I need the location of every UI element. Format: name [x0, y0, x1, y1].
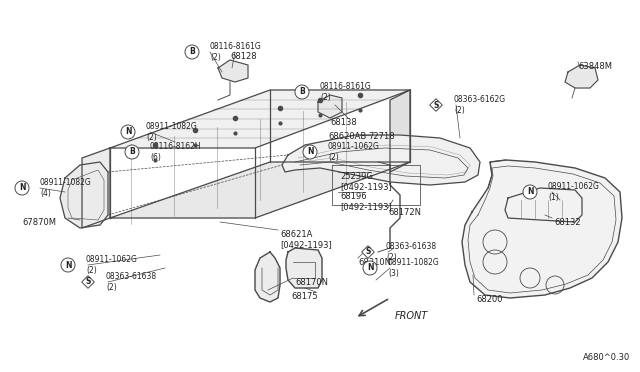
Text: 72718: 72718 — [368, 132, 395, 141]
Text: A680^0.30: A680^0.30 — [583, 353, 630, 362]
Text: 08911-1082G
(4): 08911-1082G (4) — [40, 178, 92, 198]
Polygon shape — [82, 148, 110, 228]
Text: 08363-61638
(2): 08363-61638 (2) — [386, 242, 437, 262]
Text: N: N — [125, 128, 131, 137]
Polygon shape — [282, 135, 480, 185]
Text: 68621A
[0492-1193]: 68621A [0492-1193] — [280, 230, 332, 249]
Text: B: B — [129, 148, 135, 157]
Circle shape — [61, 258, 75, 272]
Circle shape — [523, 185, 537, 199]
Polygon shape — [255, 252, 280, 302]
Text: 63848M: 63848M — [578, 62, 612, 71]
Text: 08363-61638
(2): 08363-61638 (2) — [106, 272, 157, 292]
Text: 08363-6162G
(2): 08363-6162G (2) — [454, 95, 506, 115]
Text: N: N — [367, 263, 373, 273]
Polygon shape — [218, 60, 248, 82]
Text: N: N — [307, 148, 313, 157]
Text: 68132: 68132 — [554, 218, 580, 227]
Circle shape — [121, 125, 135, 139]
Polygon shape — [82, 276, 94, 288]
Text: 68200: 68200 — [476, 295, 502, 304]
Text: S: S — [433, 100, 438, 109]
Polygon shape — [390, 90, 410, 172]
Text: N: N — [19, 183, 25, 192]
Polygon shape — [362, 246, 374, 258]
Text: FRONT: FRONT — [395, 311, 428, 321]
Polygon shape — [565, 65, 598, 88]
Text: N: N — [527, 187, 533, 196]
Circle shape — [125, 145, 139, 159]
Polygon shape — [505, 188, 582, 222]
Circle shape — [363, 261, 377, 275]
Text: 68310N: 68310N — [358, 258, 391, 267]
Text: B: B — [299, 87, 305, 96]
Polygon shape — [318, 95, 342, 118]
Polygon shape — [110, 162, 410, 218]
Circle shape — [185, 45, 199, 59]
Polygon shape — [429, 99, 442, 111]
Text: 08911-1062G
(2): 08911-1062G (2) — [328, 142, 380, 162]
Text: S: S — [365, 247, 371, 257]
Text: 08911-1062G
(2): 08911-1062G (2) — [86, 255, 138, 275]
Polygon shape — [60, 162, 108, 228]
Text: 08116-8161G
(2): 08116-8161G (2) — [210, 42, 262, 62]
Polygon shape — [462, 160, 622, 298]
Text: 67870M: 67870M — [22, 218, 56, 227]
Polygon shape — [110, 90, 410, 148]
Text: 08116-8162H
(6): 08116-8162H (6) — [150, 142, 202, 162]
Text: 08911-1082G
(2): 08911-1082G (2) — [146, 122, 198, 142]
Polygon shape — [286, 248, 322, 288]
Text: 68128: 68128 — [230, 52, 257, 61]
Text: S: S — [85, 278, 91, 286]
Text: 68196
[0492-1193]: 68196 [0492-1193] — [340, 192, 392, 211]
Circle shape — [15, 181, 29, 195]
Circle shape — [295, 85, 309, 99]
Text: N: N — [65, 260, 71, 269]
Text: B: B — [189, 48, 195, 57]
Text: 68172N: 68172N — [388, 208, 421, 217]
Text: 25239G
[0492-1193]: 25239G [0492-1193] — [340, 172, 392, 192]
Text: 08911-1062G
(1): 08911-1062G (1) — [548, 182, 600, 202]
Text: 08116-8161G
(2): 08116-8161G (2) — [320, 82, 372, 102]
Text: 68175: 68175 — [292, 292, 318, 301]
Text: 08911-1082G
(3): 08911-1082G (3) — [388, 258, 440, 278]
Text: 68620AB: 68620AB — [328, 132, 366, 141]
Circle shape — [303, 145, 317, 159]
Text: 68170N: 68170N — [295, 278, 328, 287]
Text: 68138: 68138 — [330, 118, 356, 127]
